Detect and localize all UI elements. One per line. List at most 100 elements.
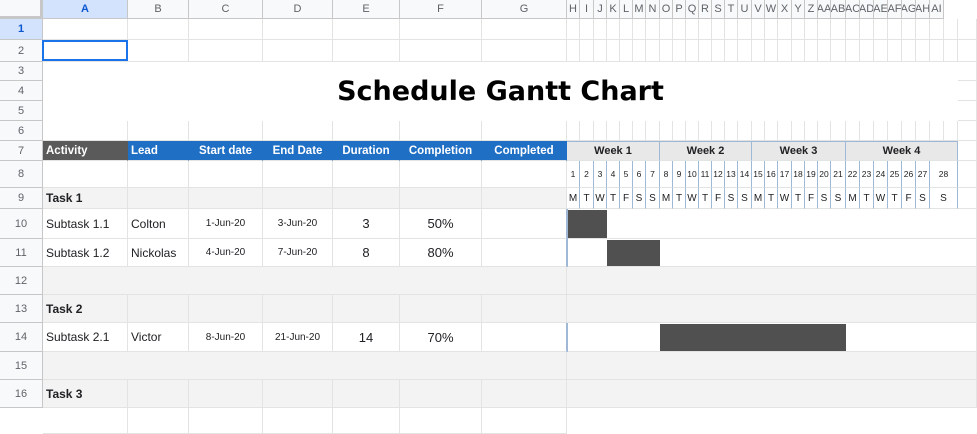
day-of-week[interactable]: W <box>874 188 888 209</box>
grid-cell[interactable] <box>128 408 189 434</box>
grid-cell[interactable] <box>482 161 567 188</box>
task-band-cell[interactable] <box>189 188 263 209</box>
day-of-week[interactable]: T <box>765 188 778 209</box>
grid-cell[interactable] <box>646 40 660 62</box>
row-header-12[interactable]: 12 <box>0 267 43 295</box>
header-duration[interactable]: Duration <box>333 141 400 161</box>
day-number[interactable]: 27 <box>916 161 930 188</box>
column-header-v[interactable]: V <box>752 0 765 19</box>
row-header-9[interactable]: 9 <box>0 188 43 209</box>
column-header-j[interactable]: J <box>594 0 607 19</box>
grid-cell[interactable] <box>805 121 818 141</box>
grid-cell[interactable] <box>686 40 699 62</box>
grid-cell[interactable] <box>792 121 805 141</box>
grid-cell[interactable] <box>930 19 944 40</box>
day-number[interactable]: 15 <box>752 161 765 188</box>
grid-cell[interactable] <box>725 121 738 141</box>
grid-cell[interactable] <box>594 40 607 62</box>
column-header-ai[interactable]: AI <box>930 0 944 19</box>
spacer-row-gantt[interactable] <box>567 352 977 380</box>
grid-cell[interactable] <box>43 161 128 188</box>
grid-cell[interactable] <box>673 121 686 141</box>
day-number[interactable]: 11 <box>699 161 712 188</box>
grid-cell[interactable] <box>333 121 400 141</box>
day-of-week[interactable]: F <box>902 188 916 209</box>
subtask-start-date[interactable]: 1-Jun-20 <box>189 209 263 239</box>
column-header-ac[interactable]: AC <box>846 0 860 19</box>
grid-cell[interactable] <box>620 40 633 62</box>
column-header-aa[interactable]: AA <box>818 0 831 19</box>
grid-cell[interactable] <box>620 19 633 40</box>
task-band-cell[interactable] <box>482 380 567 408</box>
day-of-week[interactable]: M <box>846 188 860 209</box>
grid-cell[interactable] <box>607 121 620 141</box>
grid-cell[interactable] <box>818 121 831 141</box>
task-band-cell[interactable] <box>400 188 482 209</box>
subtask-start-date[interactable]: 4-Jun-20 <box>189 239 263 267</box>
task-band-cell[interactable] <box>333 380 400 408</box>
grid-cell[interactable] <box>660 121 673 141</box>
grid-cell[interactable] <box>860 40 874 62</box>
subtask-lead[interactable]: Colton <box>128 209 189 239</box>
grid-cell[interactable] <box>128 40 189 62</box>
column-header-b[interactable]: B <box>128 0 189 19</box>
column-header-i[interactable]: I <box>580 0 594 19</box>
grid-cell[interactable] <box>831 40 846 62</box>
grid-cell[interactable] <box>888 40 902 62</box>
row-header-13[interactable]: 13 <box>0 295 43 323</box>
grid-cell[interactable] <box>738 19 752 40</box>
day-of-week[interactable]: T <box>673 188 686 209</box>
day-of-week[interactable]: T <box>792 188 805 209</box>
grid-cell[interactable] <box>805 40 818 62</box>
grid-cell[interactable] <box>944 19 958 40</box>
day-number[interactable]: 20 <box>818 161 831 188</box>
grid-cell[interactable] <box>818 40 831 62</box>
grid-cell[interactable] <box>43 408 128 434</box>
grid-cell[interactable] <box>930 121 944 141</box>
column-header-a[interactable]: A <box>43 0 128 19</box>
day-number[interactable]: 9 <box>673 161 686 188</box>
subtask-completed-checkbox-cell[interactable] <box>482 209 567 239</box>
grid-cell[interactable] <box>607 19 620 40</box>
column-header-g[interactable]: G <box>482 0 567 19</box>
day-of-week[interactable]: T <box>607 188 620 209</box>
grid-cell[interactable] <box>400 161 482 188</box>
grid-cell[interactable] <box>778 40 792 62</box>
day-number[interactable]: 13 <box>725 161 738 188</box>
day-of-week[interactable]: W <box>686 188 699 209</box>
grid-cell[interactable] <box>482 408 567 434</box>
spacer-row[interactable] <box>43 267 567 295</box>
day-number[interactable]: 6 <box>633 161 646 188</box>
day-of-week[interactable]: S <box>916 188 930 209</box>
row-header-6[interactable]: 6 <box>0 121 43 141</box>
grid-cell[interactable] <box>567 121 580 141</box>
day-of-week[interactable]: T <box>888 188 902 209</box>
column-header-x[interactable]: X <box>778 0 792 19</box>
grid-cell[interactable] <box>958 81 977 101</box>
day-number[interactable]: 17 <box>778 161 792 188</box>
subtask-activity[interactable]: Subtask 1.1 <box>43 209 128 239</box>
day-number[interactable]: 1 <box>567 161 580 188</box>
grid-cell[interactable] <box>902 19 916 40</box>
week-header-4[interactable]: Week 4 <box>846 141 958 161</box>
task-band-cell[interactable] <box>400 380 482 408</box>
day-of-week[interactable]: S <box>930 188 958 209</box>
column-header-ad[interactable]: AD <box>860 0 874 19</box>
subtask-completed-checkbox-cell[interactable] <box>482 239 567 267</box>
grid-cell[interactable] <box>660 19 673 40</box>
grid-cell[interactable] <box>712 121 725 141</box>
grid-cell[interactable] <box>765 40 778 62</box>
row-header-2[interactable]: 2 <box>0 40 43 62</box>
column-header-s[interactable]: S <box>712 0 725 19</box>
grid-cell[interactable] <box>673 19 686 40</box>
day-number[interactable]: 12 <box>712 161 725 188</box>
subtask-activity[interactable]: Subtask 1.2 <box>43 239 128 267</box>
grid-cell[interactable] <box>263 408 333 434</box>
day-of-week[interactable]: M <box>752 188 765 209</box>
subtask-activity[interactable]: Subtask 2.1 <box>43 323 128 352</box>
header-lead[interactable]: Lead <box>128 141 189 161</box>
column-header-f[interactable]: F <box>400 0 482 19</box>
grid-cell[interactable] <box>699 19 712 40</box>
column-header-t[interactable]: T <box>725 0 738 19</box>
day-number[interactable]: 24 <box>874 161 888 188</box>
